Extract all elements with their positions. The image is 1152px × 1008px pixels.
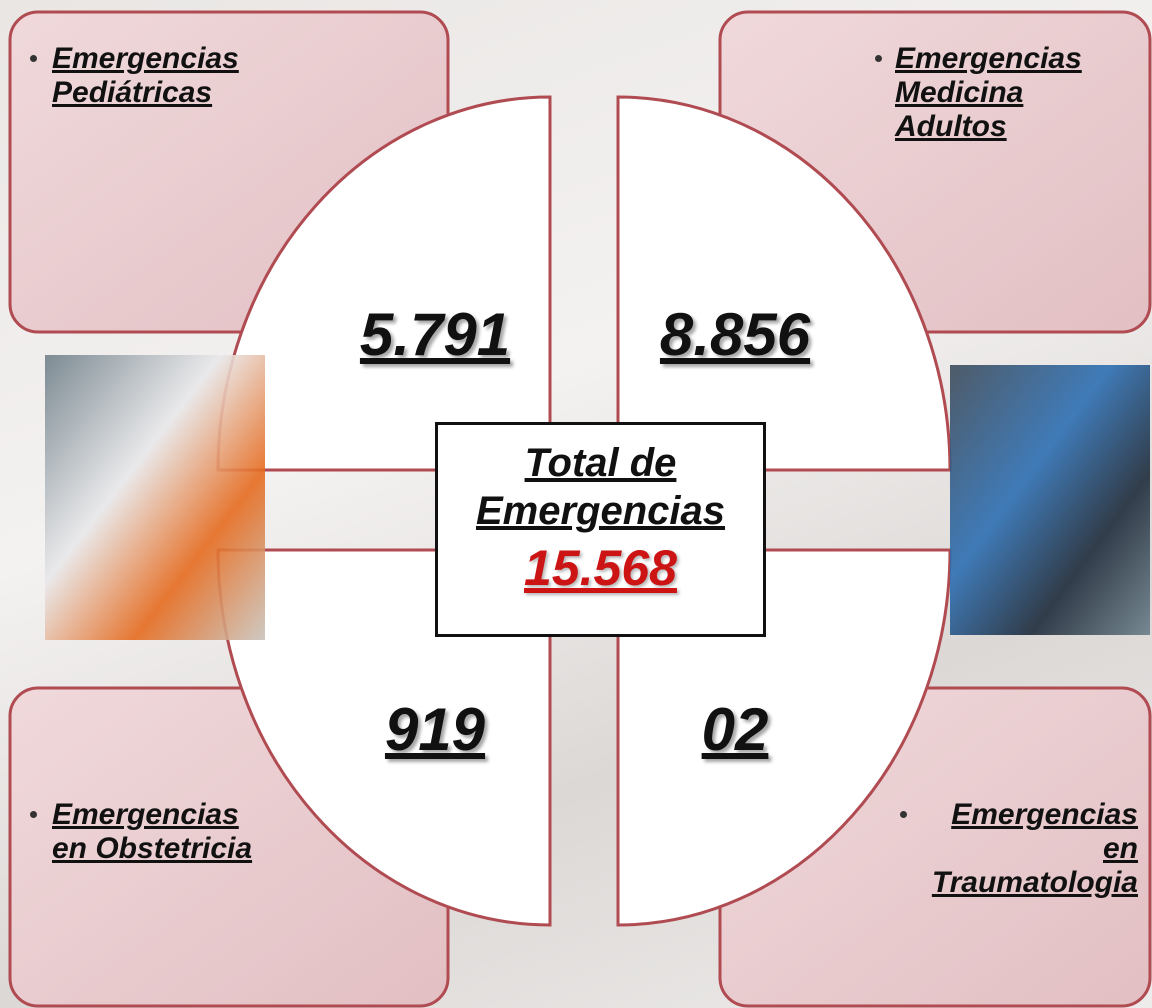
quadrant-value: 5.791 bbox=[285, 300, 585, 369]
label-line: Emergencias bbox=[932, 798, 1138, 832]
label-line: en bbox=[932, 832, 1138, 866]
bullet bbox=[30, 811, 37, 818]
photo bbox=[45, 355, 265, 640]
bullet bbox=[875, 55, 882, 62]
label-line: en Obstetricia bbox=[52, 832, 252, 866]
total-title: Total de bbox=[438, 439, 763, 487]
label-line: Traumatologia bbox=[932, 866, 1138, 900]
label-line: Medicina bbox=[895, 76, 1082, 110]
label-line: Adultos bbox=[895, 110, 1082, 144]
bullet bbox=[30, 55, 37, 62]
label-line: Emergencias bbox=[895, 42, 1082, 76]
quadrant-value: 919 bbox=[285, 695, 585, 764]
quadrant-value: 8.856 bbox=[585, 300, 885, 369]
quadrant-value: 02 bbox=[585, 695, 885, 764]
total-title: Emergencias bbox=[438, 487, 763, 535]
label-line: Pediátricas bbox=[52, 76, 239, 110]
photo bbox=[950, 365, 1150, 635]
bullet bbox=[900, 811, 907, 818]
page: Total deEmergencias15.568 (() => { const… bbox=[0, 0, 1152, 1008]
total-value: 15.568 bbox=[438, 539, 763, 597]
label-line: Emergencias bbox=[52, 42, 239, 76]
label-line: Emergencias bbox=[52, 798, 252, 832]
